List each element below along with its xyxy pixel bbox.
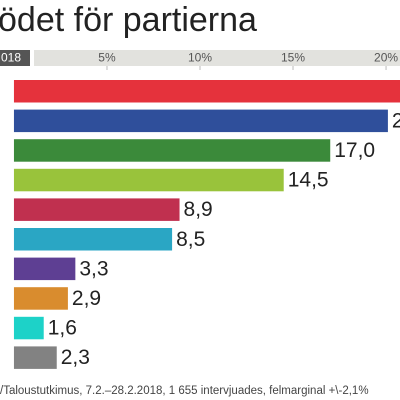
value-label: 8,9: [184, 198, 213, 221]
value-label: 14,5: [288, 169, 329, 192]
bar: [13, 228, 173, 251]
year-box: [0, 50, 30, 66]
bar: [13, 168, 284, 192]
x-tick-label: 5%: [98, 51, 116, 65]
value-label: 8,5: [176, 228, 205, 251]
source: /Taloustutkimus, 7.2.–28.2.2018, 1 655 i…: [0, 385, 369, 397]
bar: [13, 198, 180, 221]
value-label: 2,3: [61, 346, 90, 369]
value-label: 1,6: [48, 317, 77, 340]
x-tick-label: 15%: [281, 51, 305, 65]
value-label: 2: [392, 109, 400, 132]
axis-label: 018: [1, 51, 21, 65]
bar: [13, 346, 57, 369]
bar: [13, 257, 76, 281]
value-label: 2,9: [72, 287, 101, 310]
bar: [13, 316, 44, 340]
x-tick-label: 10%: [188, 51, 212, 65]
axis-band: [34, 50, 400, 66]
value-label: 3,3: [79, 257, 108, 280]
bar: [13, 287, 68, 310]
x-tick-label: 20%: [374, 51, 398, 65]
chart-title: ödet för partierna: [0, 1, 257, 39]
bar: [13, 109, 388, 133]
bar: [13, 80, 400, 103]
bar: [13, 139, 331, 162]
value-label: 17,0: [334, 139, 375, 162]
